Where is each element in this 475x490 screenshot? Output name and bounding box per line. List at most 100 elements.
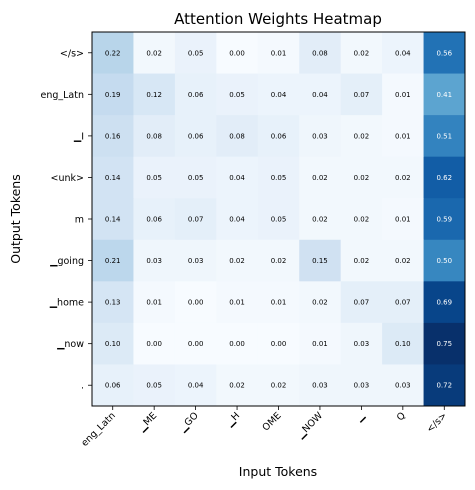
y-axis-label: Output Tokens [8, 174, 23, 263]
cell-value-label: 0.01 [312, 340, 328, 348]
cell-value-label: 0.05 [271, 216, 287, 224]
cell-value-label: 0.07 [354, 299, 370, 307]
cell-value-label: 0.50 [436, 257, 452, 265]
cell-value-label: 0.06 [188, 132, 204, 140]
cell-value-label: 0.00 [188, 340, 204, 348]
cell-value-label: 0.02 [354, 174, 370, 182]
cell-value-label: 0.06 [105, 382, 121, 390]
cell-value-label: 0.00 [188, 299, 204, 307]
y-tick-label: ▁now [56, 339, 84, 350]
cell-value-label: 0.10 [105, 340, 121, 348]
cell-value-label: 0.07 [354, 91, 370, 99]
cell-value-label: 0.62 [436, 174, 452, 182]
y-tick-label: . [81, 381, 84, 392]
cell-value-label: 0.00 [271, 340, 287, 348]
cell-value-label: 0.03 [312, 382, 328, 390]
x-axis-label: Input Tokens [239, 464, 317, 479]
cell-value-label: 0.07 [395, 299, 411, 307]
cell-value-label: 0.04 [229, 216, 245, 224]
cell-value-label: 0.02 [271, 257, 287, 265]
x-tick-label: ▁ME [136, 410, 160, 434]
cell-value-label: 0.00 [229, 49, 245, 57]
chart-title: Attention Weights Heatmap [174, 10, 382, 28]
cell-value-label: 0.03 [146, 257, 162, 265]
cell-value-label: 0.04 [188, 382, 204, 390]
cell-value-label: 0.00 [146, 340, 162, 348]
cell-value-label: 0.16 [105, 132, 121, 140]
cell-value-label: 0.07 [188, 216, 204, 224]
cell-value-label: 0.02 [229, 257, 245, 265]
x-tick-label: </s> [425, 410, 450, 435]
cell-value-label: 0.03 [312, 132, 328, 140]
cell-value-label: 0.01 [229, 299, 245, 307]
y-tick-label: eng_Latn [40, 90, 84, 101]
y-tick-label: </s> [60, 48, 84, 59]
cell-value-label: 0.02 [146, 49, 162, 57]
cell-value-label: 0.05 [146, 174, 162, 182]
y-tick-label: m [75, 215, 84, 226]
cell-value-label: 0.01 [271, 49, 287, 57]
cell-value-label: 0.22 [105, 49, 121, 57]
y-tick-label: ▁I [73, 131, 84, 142]
cell-value-label: 0.02 [354, 132, 370, 140]
cell-value-label: 0.02 [271, 382, 287, 390]
cell-value-label: 0.04 [312, 91, 328, 99]
cell-value-label: 0.72 [436, 382, 452, 390]
cell-value-label: 0.01 [395, 216, 411, 224]
x-tick-label: Q [395, 410, 408, 423]
cell-value-label: 0.41 [436, 91, 452, 99]
cell-value-label: 0.05 [188, 49, 204, 57]
cell-value-label: 0.02 [229, 382, 245, 390]
cell-value-label: 0.02 [312, 174, 328, 182]
cell-value-label: 0.56 [436, 49, 452, 57]
cell-value-label: 0.02 [312, 216, 328, 224]
cell-value-label: 0.03 [354, 340, 370, 348]
cell-value-label: 0.06 [146, 216, 162, 224]
cell-value-label: 0.08 [229, 132, 245, 140]
y-axis-ticks: </s> eng_Latn ▁I <unk> m ▁going ▁home ▁now. [40, 48, 92, 391]
cell-value-label: 0.05 [271, 174, 287, 182]
x-tick-label: ▁NOW [294, 410, 325, 441]
cell-value-label: 0.02 [354, 216, 370, 224]
cell-value-label: 0.03 [395, 382, 411, 390]
cell-value-label: 0.08 [146, 132, 162, 140]
cell-value-label: 0.04 [395, 49, 411, 57]
heatmap-cells: 0.22 0.02 0.05 0.00 0.01 0.08 0.02 0.04 0.56 0.19… [92, 32, 465, 406]
cell-value-label: 0.02 [354, 49, 370, 57]
cell-value-label: 0.05 [188, 174, 204, 182]
cell-value-label: 0.04 [229, 174, 245, 182]
cell-value-label: 0.14 [105, 216, 121, 224]
cell-value-label: 0.21 [105, 257, 121, 265]
cell-value-label: 0.13 [105, 299, 121, 307]
cell-value-label: 0.08 [312, 49, 328, 57]
cell-value-label: 0.59 [436, 216, 452, 224]
cell-value-label: 0.51 [436, 132, 452, 140]
x-tick-label: eng_Latn [79, 410, 118, 449]
cell-value-label: 0.01 [271, 299, 287, 307]
cell-value-label: 0.06 [271, 132, 287, 140]
cell-value-label: 0.10 [395, 340, 411, 348]
cell-value-label: 0.05 [229, 91, 245, 99]
cell-value-label: 0.06 [188, 91, 204, 99]
cell-value-label: 0.69 [436, 299, 452, 307]
cell-value-label: 0.02 [395, 174, 411, 182]
x-axis-ticks: eng_Latn ▁ME ▁GO ▁H OME ▁NOW ▁ Q </s> [79, 406, 449, 449]
y-tick-label: <unk> [51, 173, 84, 184]
cell-value-label: 0.15 [312, 257, 328, 265]
cell-value-label: 0.14 [105, 174, 121, 182]
cell-value-label: 0.19 [105, 91, 121, 99]
cell-value-label: 0.05 [146, 382, 162, 390]
cell-value-label: 0.00 [229, 340, 245, 348]
x-tick-label: ▁ [353, 410, 367, 424]
x-tick-label: ▁H [223, 410, 242, 429]
cell-value-label: 0.04 [271, 91, 287, 99]
cell-value-label: 0.01 [395, 91, 411, 99]
cell-value-label: 0.03 [188, 257, 204, 265]
cell-value-label: 0.01 [395, 132, 411, 140]
cell-value-label: 0.02 [395, 257, 411, 265]
cell-value-label: 0.12 [146, 91, 162, 99]
y-tick-label: ▁going [49, 256, 84, 267]
y-tick-label: ▁home [49, 298, 84, 309]
cell-value-label: 0.02 [354, 257, 370, 265]
